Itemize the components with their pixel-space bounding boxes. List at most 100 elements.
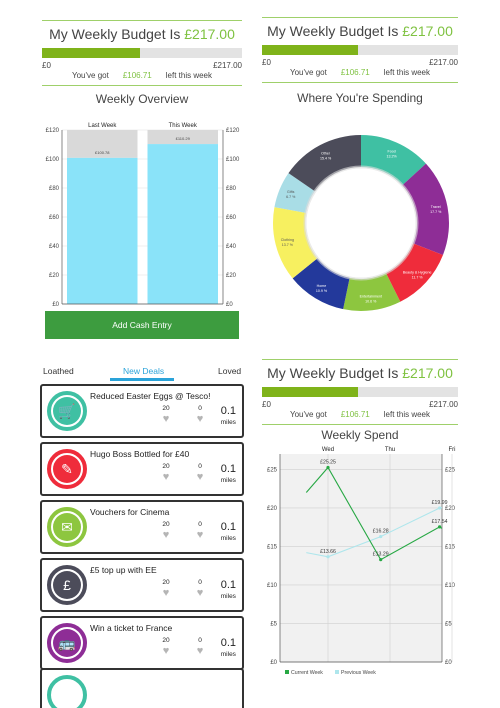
broken-heart-icon[interactable]: ♥ bbox=[196, 471, 204, 483]
deal-distance: 0.1 miles bbox=[221, 522, 236, 544]
y-tick-label-left: £20 bbox=[49, 273, 60, 279]
likes-count: 20 bbox=[162, 521, 170, 528]
y-tick-label-left: £0 bbox=[52, 302, 59, 308]
distance-unit: miles bbox=[220, 477, 236, 484]
y-tick-label-right: £5 bbox=[445, 621, 452, 627]
tab-loathed[interactable]: Loathed bbox=[43, 366, 74, 376]
deal-title: Vouchers for Cinema bbox=[90, 507, 170, 517]
deal-card[interactable]: 🛒 Reduced Easter Eggs @ Tesco! 20 ♥ 0 ♥ 0.… bbox=[40, 384, 244, 438]
deal-card[interactable]: 🚌 Win a ticket to France 20 ♥ 0 ♥ 0.1 miles bbox=[40, 616, 244, 670]
add-cash-entry-button[interactable]: Add Cash Entry bbox=[45, 311, 239, 339]
y-tick-label-right: £25 bbox=[445, 467, 456, 473]
slice-label: Food bbox=[388, 149, 396, 153]
slice-label: Other bbox=[321, 152, 331, 156]
broken-heart-icon[interactable]: ♥ bbox=[196, 529, 204, 541]
deal-card[interactable]: ✉ Vouchers for Cinema 20 ♥ 0 ♥ 0.1 miles bbox=[40, 500, 244, 554]
legend-label: Previous Week bbox=[341, 670, 376, 676]
deal-title: Reduced Easter Eggs @ Tesco! bbox=[90, 391, 211, 401]
slice-entertainment bbox=[343, 273, 401, 311]
data-label: £100.78 bbox=[95, 150, 110, 155]
distance-value: 0.1 bbox=[220, 637, 236, 649]
heart-icon[interactable]: ♥ bbox=[162, 645, 170, 657]
deal-likes: 20 ♥ bbox=[158, 637, 174, 657]
slice-other bbox=[288, 135, 361, 192]
data-point bbox=[438, 506, 442, 510]
overview-title: Weekly Overview bbox=[95, 92, 189, 106]
tab-new-deals[interactable]: New Deals bbox=[123, 366, 165, 376]
data-label: £19.99 bbox=[432, 500, 448, 506]
deal-title: £5 top up with EE bbox=[90, 565, 157, 575]
remaining-suffix: left this week bbox=[383, 68, 430, 77]
y-tick-label-left: £10 bbox=[267, 583, 278, 589]
y-tick-label-left: £40 bbox=[49, 244, 60, 250]
distance-unit: miles bbox=[220, 593, 236, 600]
data-label: £16.28 bbox=[373, 529, 389, 535]
slice-label: Gifts bbox=[287, 190, 295, 194]
y-tick-label-left: £0 bbox=[270, 660, 277, 666]
slice-pct: 10.9 % bbox=[316, 289, 328, 293]
tab-loved[interactable]: Loved bbox=[218, 366, 242, 376]
budget-progress-bar bbox=[42, 48, 242, 58]
likes-count: 20 bbox=[162, 463, 170, 470]
likes-count: 20 bbox=[162, 637, 170, 644]
scale-max: £217.00 bbox=[429, 400, 458, 409]
slice-travel bbox=[402, 163, 449, 256]
divider bbox=[262, 82, 458, 83]
y-tick-label-left: £100 bbox=[46, 157, 60, 163]
deal-dislikes: 0 ♥ bbox=[192, 463, 208, 483]
legend-swatch bbox=[285, 670, 289, 674]
remaining-suffix: left this week bbox=[165, 71, 212, 80]
scale-min: £0 bbox=[262, 58, 271, 67]
broken-heart-icon[interactable]: ♥ bbox=[196, 645, 204, 657]
y-tick-label-right: £0 bbox=[226, 302, 233, 308]
data-point bbox=[438, 525, 442, 529]
heart-icon[interactable]: ♥ bbox=[162, 587, 170, 599]
budget-progress-bar bbox=[262, 45, 458, 55]
category-label: Last Week bbox=[88, 123, 117, 129]
donut-inner-ring bbox=[303, 165, 419, 281]
deal-icon-circle: ✉ bbox=[47, 507, 87, 547]
heart-icon[interactable]: ♥ bbox=[162, 413, 170, 425]
deal-likes: 20 ♥ bbox=[158, 405, 174, 425]
heart-icon[interactable]: ♥ bbox=[162, 529, 170, 541]
deal-distance: 0.1 miles bbox=[221, 464, 236, 486]
bar-remainder bbox=[67, 130, 138, 158]
distance-value: 0.1 bbox=[220, 521, 236, 533]
slice-pct: 17.7 % bbox=[430, 210, 442, 214]
deal-likes: 20 ♥ bbox=[158, 463, 174, 483]
legend-swatch bbox=[335, 670, 339, 674]
y-tick-label-left: £5 bbox=[270, 621, 277, 627]
scale-min: £0 bbox=[42, 61, 51, 70]
dislikes-count: 0 bbox=[198, 521, 202, 528]
slice-label: Entertainment bbox=[360, 294, 382, 298]
deal-dislikes: 0 ♥ bbox=[192, 579, 208, 599]
slice-pct: 13.7 % bbox=[282, 243, 294, 247]
active-tab-indicator bbox=[110, 378, 174, 381]
y-tick-label-right: £0 bbox=[445, 660, 452, 666]
heart-icon[interactable]: ♥ bbox=[162, 471, 170, 483]
broken-heart-icon[interactable]: ♥ bbox=[196, 587, 204, 599]
deal-card-partial[interactable] bbox=[40, 668, 244, 708]
budget-title: My Weekly Budget Is £217.00 bbox=[267, 23, 453, 39]
budget-title: My Weekly Budget Is £217.00 bbox=[49, 26, 235, 42]
weekly-spend-chart: £0 £0 £5 £5 £10 £10 £15 £15 £20 £20 £25 £25 Wed Thu Fr… bbox=[267, 447, 456, 676]
dislikes-count: 0 bbox=[198, 637, 202, 644]
weekly-overview-chart: £0 £0 £20 £20 £40 £40 £60 £60 £80 £80 £100 £100 £120… bbox=[46, 123, 240, 308]
y-tick-label-left: £15 bbox=[267, 544, 278, 550]
y-tick-label-right: £60 bbox=[226, 215, 237, 221]
y-tick-label-left: £60 bbox=[49, 215, 60, 221]
y-tick-label-right: £15 bbox=[445, 544, 456, 550]
deal-card[interactable]: £ £5 top up with EE 20 ♥ 0 ♥ 0.1 miles bbox=[40, 558, 244, 612]
data-point bbox=[326, 555, 330, 559]
broken-heart-icon[interactable]: ♥ bbox=[196, 413, 204, 425]
data-label: £110.29 bbox=[176, 136, 191, 141]
divider bbox=[262, 17, 458, 18]
slice-pct: 10.6 % bbox=[365, 299, 377, 303]
y-tick-label-right: £100 bbox=[226, 157, 240, 163]
remaining-value: £106.71 bbox=[122, 71, 152, 80]
y-tick-label-left: £120 bbox=[46, 128, 60, 134]
distance-unit: miles bbox=[220, 535, 236, 542]
deal-likes: 20 ♥ bbox=[158, 521, 174, 541]
deal-card[interactable]: ✎ Hugo Boss Bottled for £40 20 ♥ 0 ♥ 0.1 mi… bbox=[40, 442, 244, 496]
